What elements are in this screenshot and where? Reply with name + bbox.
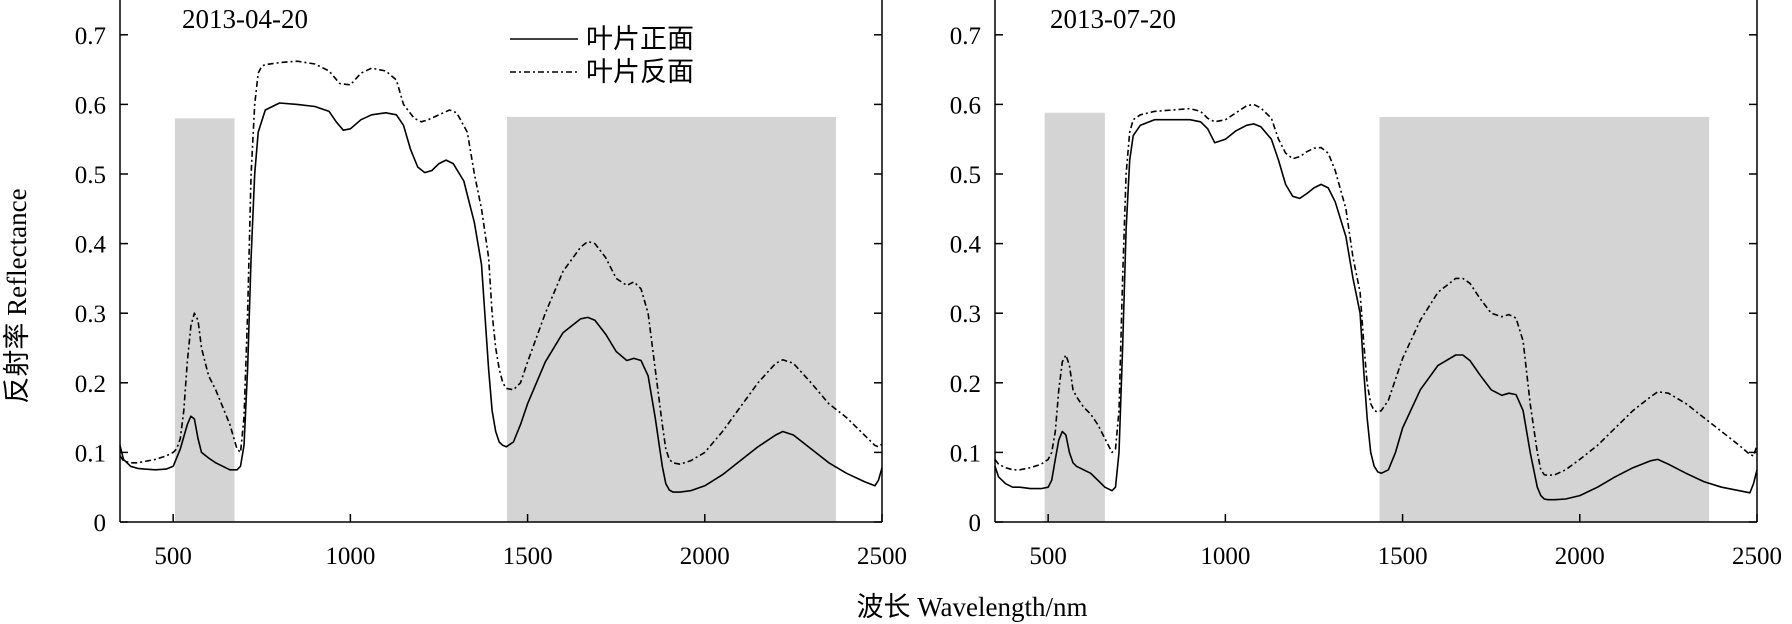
y-tick-label: 0.3 <box>950 301 981 328</box>
x-tick-label: 2000 <box>680 543 730 570</box>
shaded-regions <box>1044 112 1710 522</box>
y-tick-label: 0.1 <box>950 440 981 467</box>
legend-front-label: 叶片正面 <box>586 24 694 54</box>
y-tick-label: 0 <box>969 510 982 537</box>
y-tick-label: 0.6 <box>950 92 981 119</box>
series-line-back <box>994 103 1758 477</box>
shaded-range-2 <box>1379 116 1710 522</box>
y-tick-label: 0.1 <box>75 440 106 467</box>
x-tick-label: 1500 <box>1378 543 1428 570</box>
y-tick-label: 0.3 <box>75 301 106 328</box>
panel-date-label: 2013-07-20 <box>1050 4 1176 34</box>
series-lines <box>119 60 883 493</box>
y-tick-label: 0.7 <box>950 23 981 50</box>
x-tick-label: 1500 <box>503 543 553 570</box>
x-tick-label: 2500 <box>857 543 907 570</box>
series-lines <box>994 103 1758 501</box>
x-tick-label: 500 <box>154 543 192 570</box>
y-tick-label: 0 <box>94 510 107 537</box>
x-axis-title: 波长 Wavelength/nm <box>856 592 1087 622</box>
legend-back-label: 叶片反面 <box>586 57 694 87</box>
series-line-front <box>119 102 883 493</box>
chart-panel-2013-04-20: 0 0.1 0.2 0.3 0.4 0.5 0.6 0.7 500 1000 1500 2000 250… <box>75 0 907 570</box>
x-tick-label: 2000 <box>1555 543 1605 570</box>
y-tick-label: 0.7 <box>75 23 106 50</box>
series-line-front <box>994 118 1758 501</box>
y-tick-label: 0.5 <box>950 162 981 189</box>
y-tick-label: 0.5 <box>75 162 106 189</box>
x-tick-label: 1000 <box>1200 543 1250 570</box>
y-axis-title: 反射率 Reflectance <box>2 188 32 403</box>
x-tick-label: 1000 <box>325 543 375 570</box>
shaded-regions <box>174 116 836 522</box>
x-tick-label: 500 <box>1029 543 1067 570</box>
x-tick-label: 2500 <box>1732 543 1782 570</box>
y-tick-label: 0.2 <box>950 371 981 398</box>
y-tick-label: 0.4 <box>950 232 982 259</box>
y-tick-label: 0.2 <box>75 371 106 398</box>
chart-panel-2013-07-20: 0 0.1 0.2 0.3 0.4 0.5 0.6 0.7 500 1000 1500 2000 250… <box>950 0 1782 570</box>
shaded-range-2 <box>507 116 836 522</box>
panel-date-label: 2013-04-20 <box>182 4 308 34</box>
shaded-range-1 <box>1044 112 1105 522</box>
shaded-range-1 <box>174 118 235 522</box>
axes: 0 0.1 0.2 0.3 0.4 0.5 0.6 0.7 500 1000 1500 2000 250… <box>950 0 1782 570</box>
y-tick-label: 0.6 <box>75 92 106 119</box>
axes: 0 0.1 0.2 0.3 0.4 0.5 0.6 0.7 500 1000 1500 2000 250… <box>75 0 907 570</box>
legend: 叶片正面 叶片反面 <box>510 24 694 87</box>
y-tick-label: 0.4 <box>75 232 107 259</box>
